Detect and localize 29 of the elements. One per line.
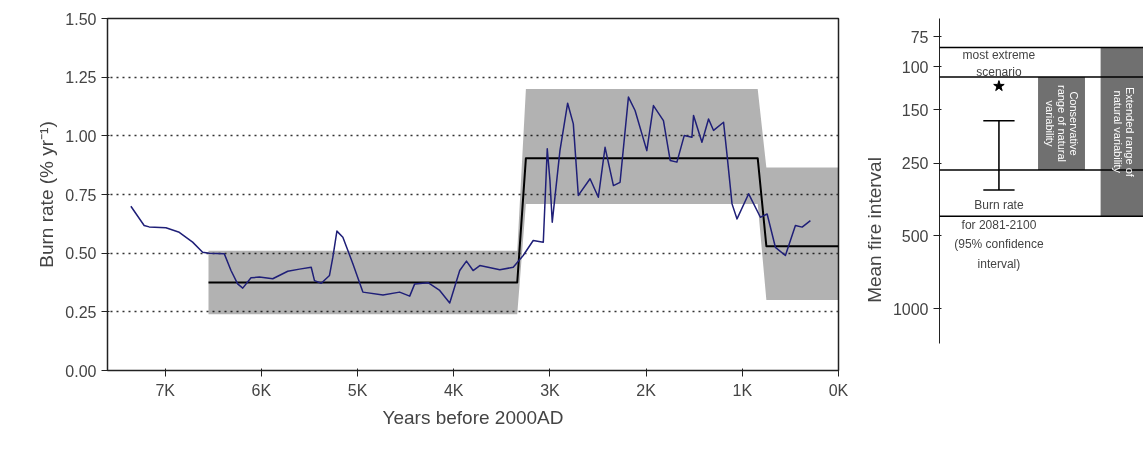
y-axis-title: Mean fire interval: [863, 157, 885, 303]
y-tick-label: 250: [901, 155, 929, 173]
y-tick-label: 0.25: [65, 303, 97, 321]
x-tick-label: 1K: [732, 381, 753, 399]
y-tick-label: 0.75: [65, 186, 97, 204]
x-axis-title: Years before 2000AD: [382, 406, 564, 428]
legend-label: Burn rate for 2081-2100 (95% confidence interval): [954, 198, 1044, 271]
y-tick-label: 1.00: [65, 127, 97, 145]
x-tick-label: 6K: [251, 381, 272, 399]
line-series: [130, 96, 812, 304]
series-label: Extended range of natural variability: [1112, 86, 1137, 178]
x-tick-label: 4K: [443, 381, 464, 399]
y-axis-title: Burn rate (% yr⁻¹): [36, 121, 58, 268]
series-label: Conservative range of natural variability: [1043, 84, 1080, 163]
y-tick-label: 1000: [892, 300, 929, 318]
y-tick-label: 1.50: [65, 10, 97, 28]
x-tick-label: 0K: [828, 381, 849, 399]
y-tick-label: 500: [901, 227, 929, 245]
y-tick-label: 75: [910, 28, 929, 46]
y-tick-label: 150: [901, 101, 929, 119]
y-tick-label: 100: [901, 58, 929, 76]
x-tick-label: 7K: [155, 381, 176, 399]
series-label: most extreme scenario: [962, 47, 1036, 80]
y-tick-label: 0.00: [65, 362, 97, 380]
x-tick-label: 5K: [347, 381, 368, 399]
y-tick-label: 1.25: [65, 69, 97, 87]
y-tick-label: 0.50: [65, 245, 97, 263]
x-tick-label: 2K: [636, 381, 657, 399]
x-tick-label: 3K: [540, 381, 561, 399]
